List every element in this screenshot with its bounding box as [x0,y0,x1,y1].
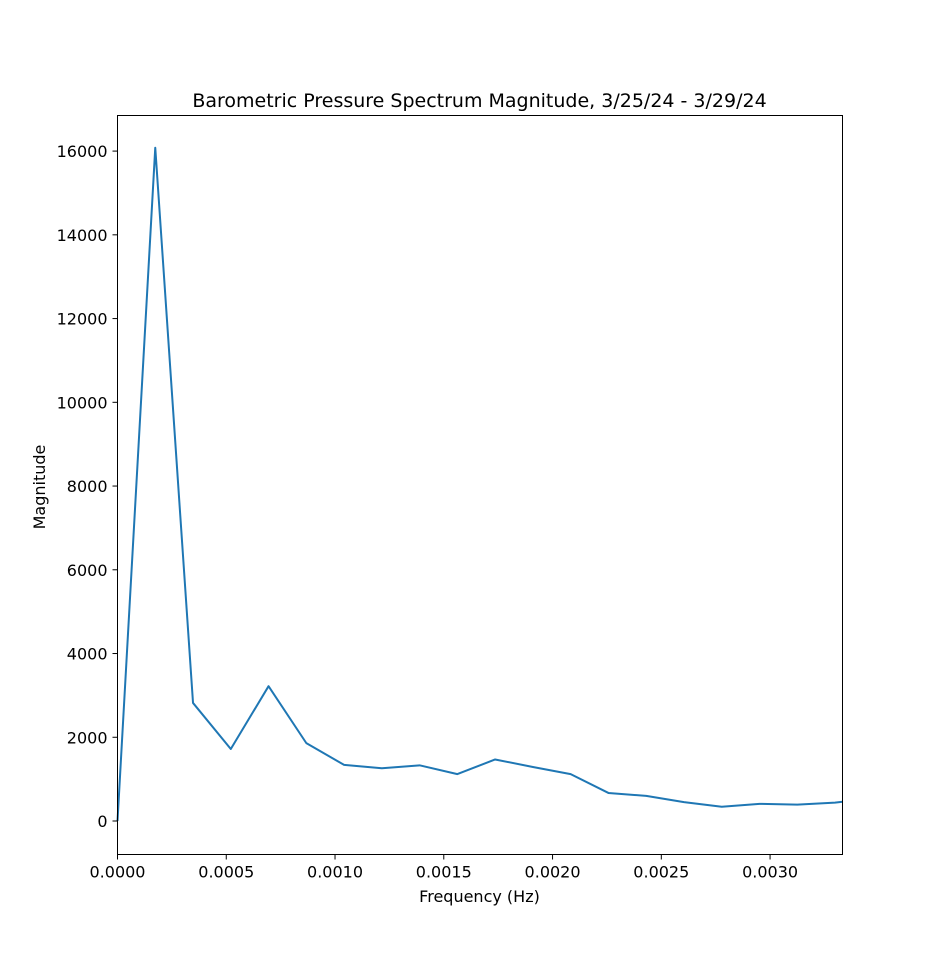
plot-area [116,146,843,822]
x-tick-label: 0.0025 [633,863,689,882]
y-tick-label: 16000 [57,142,108,161]
x-tick-label: 0.0020 [525,863,581,882]
x-axis: 0.0000 0.0005 0.0010 0.0015 0.0020 0.0025 0.00… [90,854,798,882]
x-tick-label: 0.0005 [198,863,254,882]
x-axis-label: Frequency (Hz) [419,887,540,906]
y-axis: 0 2000 4000 6000 8000 10000 12000 14000 16000 [57,142,118,831]
y-tick-label: 0 [97,812,107,831]
x-tick-label: 0.0010 [307,863,363,882]
y-tick-label: 8000 [67,477,108,496]
x-tick-label: 0.0000 [90,863,146,882]
chart-title: Barometric Pressure Spectrum Magnitude, … [192,90,766,112]
y-tick-label: 10000 [57,393,108,412]
y-axis-label: Magnitude [30,445,49,530]
y-tick-label: 12000 [57,310,108,329]
y-tick-label: 6000 [67,561,108,580]
axes-frame [117,115,843,855]
y-tick-label: 4000 [67,645,108,664]
y-tick-label: 14000 [57,226,108,245]
series-line-0 [116,146,843,822]
x-tick-label: 0.0030 [742,863,798,882]
y-tick-label: 2000 [67,728,108,747]
x-tick-label: 0.0015 [416,863,472,882]
